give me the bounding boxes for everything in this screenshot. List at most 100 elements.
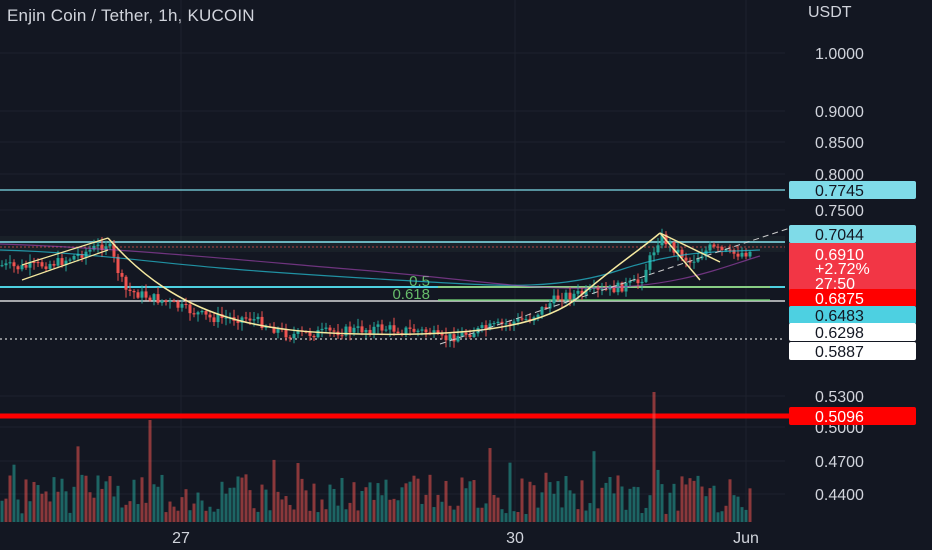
candle-body xyxy=(376,324,380,327)
volume-bar xyxy=(524,513,528,522)
price-tag-label: 0.6910 xyxy=(815,247,864,264)
candle-body xyxy=(184,304,188,306)
volume-bar xyxy=(316,512,320,522)
candle-body xyxy=(88,249,92,252)
candle-body xyxy=(416,330,420,332)
candle-body xyxy=(288,337,292,339)
volume-bar xyxy=(744,509,748,522)
candle-body xyxy=(44,266,48,269)
volume-bar xyxy=(400,487,404,522)
volume-bar xyxy=(692,480,696,522)
x-tick-label: 27 xyxy=(172,530,190,547)
candle-body xyxy=(432,330,436,334)
candle-body xyxy=(356,326,360,328)
volume-bar xyxy=(696,475,700,522)
volume-bar xyxy=(272,459,276,522)
volume-bar xyxy=(436,494,440,522)
candle-body xyxy=(548,303,552,309)
volume-bar xyxy=(312,483,316,522)
trend-line xyxy=(21,249,109,281)
candle-body xyxy=(448,334,452,341)
candle-body xyxy=(652,252,656,256)
volume-bar xyxy=(192,503,196,522)
volume-bar xyxy=(296,463,300,522)
volume-bar xyxy=(704,496,708,522)
volume-bar xyxy=(276,491,280,522)
candle-body xyxy=(80,253,84,258)
volume-bar xyxy=(672,483,676,522)
volume-bar xyxy=(4,498,8,522)
volume-bar xyxy=(428,474,432,522)
candle-body xyxy=(512,321,516,325)
candle-body xyxy=(172,300,176,302)
volume-bar xyxy=(512,511,516,522)
volume-bar xyxy=(132,479,136,522)
price-tag-label: +2.72% xyxy=(815,261,870,278)
candle-body xyxy=(684,257,688,261)
volume-bar xyxy=(68,512,72,522)
candle-body xyxy=(740,252,744,257)
candle-body xyxy=(320,328,324,331)
volume-bar xyxy=(716,512,720,522)
candle-body xyxy=(420,329,424,331)
candle-body xyxy=(104,246,108,251)
candle-body xyxy=(436,330,440,334)
candle-body xyxy=(492,323,496,325)
candle-body xyxy=(668,242,672,245)
volume-bar xyxy=(348,502,352,522)
candle-body xyxy=(48,263,52,269)
candle-body xyxy=(292,333,296,339)
candle-body xyxy=(324,327,328,329)
price-tag-bg xyxy=(789,306,916,324)
volume-bar xyxy=(308,510,312,522)
candle-body xyxy=(328,327,332,331)
volume-bar xyxy=(336,505,340,522)
volume-bar xyxy=(656,469,660,522)
volume-bar xyxy=(520,478,524,522)
volume-bar xyxy=(396,500,400,522)
price-tag-bg xyxy=(789,181,916,199)
volume-bar xyxy=(324,509,328,522)
price-tag-label: 0.7745 xyxy=(815,183,864,200)
volume-bar xyxy=(212,511,216,522)
candle-body xyxy=(636,279,640,284)
volume-bar xyxy=(236,476,240,522)
volume-bar xyxy=(492,494,496,522)
volume-bar xyxy=(496,497,500,522)
candle-body xyxy=(256,316,260,320)
volume-bar xyxy=(16,499,20,522)
volume-bar xyxy=(488,448,492,522)
candle-body xyxy=(192,313,196,315)
volume-bar xyxy=(588,503,592,522)
candle-body xyxy=(180,304,184,308)
volume-bar xyxy=(88,492,92,522)
candle-body xyxy=(724,249,728,251)
volume-bar xyxy=(196,492,200,522)
volume-bar xyxy=(376,483,380,522)
volume-bar xyxy=(408,481,412,522)
candle-body xyxy=(712,244,716,247)
price-tag-bg xyxy=(789,342,916,360)
volume-bar xyxy=(608,477,612,522)
volume-bar xyxy=(404,483,408,522)
volume-bar xyxy=(252,508,256,522)
candle-body xyxy=(580,290,584,295)
candle-body xyxy=(100,244,104,251)
y-tick-label: 0.4700 xyxy=(815,454,864,471)
volume-bar xyxy=(504,513,508,522)
volume-bar xyxy=(424,494,428,522)
candle-body xyxy=(628,280,632,283)
volume-bar xyxy=(384,479,388,522)
candle-body xyxy=(12,262,16,267)
volume-bar xyxy=(748,488,752,522)
candle-body xyxy=(276,328,280,333)
volume-bar xyxy=(180,497,184,522)
candle-body xyxy=(504,323,508,325)
volume-bar xyxy=(472,480,476,522)
candle-body xyxy=(60,258,64,266)
volume-bar xyxy=(320,499,324,522)
volume-bar xyxy=(244,474,248,522)
candle-body xyxy=(500,321,504,324)
volume-bar xyxy=(260,484,264,522)
